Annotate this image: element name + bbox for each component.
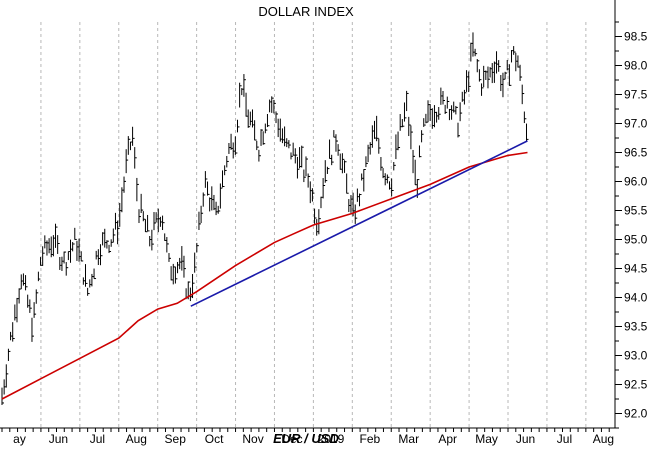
x-tick-label: Mar: [398, 432, 419, 446]
y-tick-label: 98.5: [624, 30, 648, 44]
x-tick-label: ay: [13, 432, 26, 446]
x-tick-label: Aug: [126, 432, 147, 446]
chart-title: DOLLAR INDEX: [258, 4, 354, 19]
x-tick-label: Jul: [557, 432, 572, 446]
x-tick-label: Dec: [281, 432, 302, 446]
y-tick-label: 98.0: [624, 59, 648, 73]
y-tick-label: 94.5: [624, 262, 648, 276]
y-tick-label: 95.5: [624, 204, 648, 218]
moving-average-line: [1, 151, 528, 400]
x-tick-label: Feb: [359, 432, 380, 446]
x-tick-label: Sep: [165, 432, 187, 446]
y-tick-label: 93.5: [624, 320, 648, 334]
y-tick-label: 95.0: [624, 233, 648, 247]
footer-label: EUR / USD: [273, 431, 339, 446]
y-tick-label: 92.0: [624, 407, 648, 421]
axes: ay Jun Jul Aug Sep Oct Nov Dec 2019 Feb Mar Apr May J…: [0, 0, 648, 446]
x-tick-label: Nov: [242, 432, 263, 446]
x-tick-label: Aug: [593, 432, 614, 446]
x-tick-label: 2019: [318, 432, 345, 446]
y-tick-label: 93.0: [624, 349, 648, 363]
x-tick-label: May: [475, 432, 498, 446]
y-tick-label: 97.5: [624, 88, 648, 102]
x-tick-label: Apr: [438, 432, 457, 446]
x-tick-label: Oct: [205, 432, 224, 446]
x-tick-label: Jun: [516, 432, 535, 446]
price-bars: [1, 32, 529, 405]
y-tick-label: 94.0: [624, 291, 648, 305]
moving-average-path: [1, 151, 528, 400]
x-tick-label: Jun: [49, 432, 68, 446]
gridlines: [40, 22, 587, 428]
y-tick-label: 96.0: [624, 175, 648, 189]
support-trendline: [190, 140, 528, 307]
trendline: [190, 140, 528, 307]
x-tick-label: Jul: [90, 432, 105, 446]
y-tick-label: 97.0: [624, 117, 648, 131]
y-tick-label: 92.5: [624, 378, 648, 392]
y-tick-label: 96.5: [624, 146, 648, 160]
